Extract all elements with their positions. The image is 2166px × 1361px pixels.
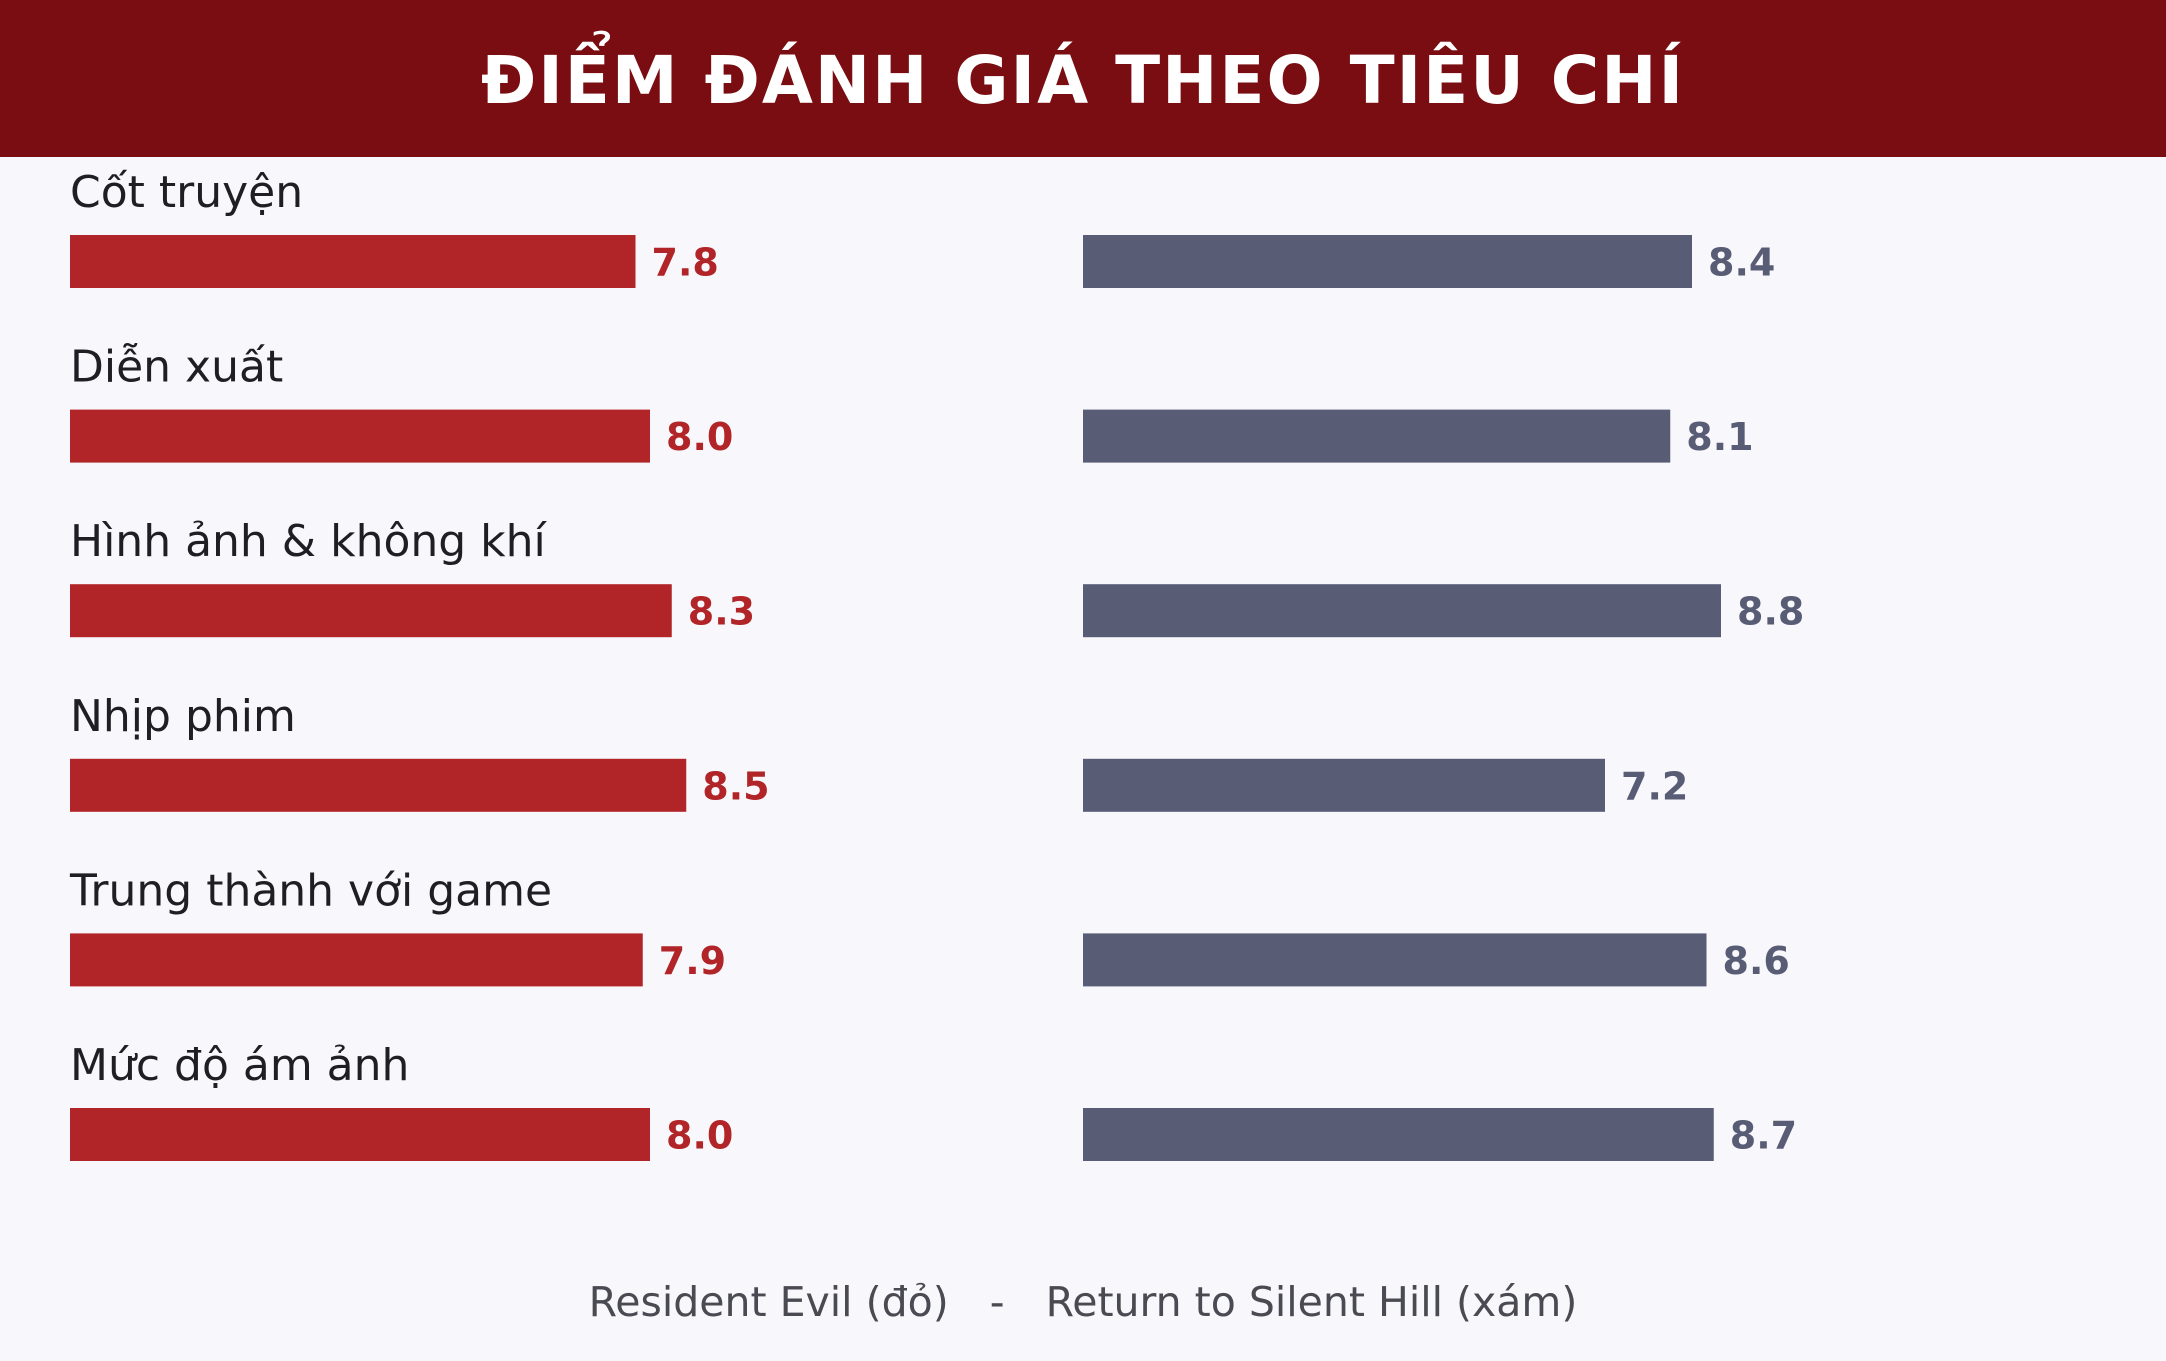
bar-series-a <box>70 758 687 812</box>
bar-series-b <box>1083 933 1707 987</box>
bar-series-b <box>1083 1108 1714 1161</box>
value-label-series-a: 7.9 <box>659 939 726 983</box>
chart-legend: Resident Evil (đỏ) - Return to Silent Hi… <box>0 1278 2166 1326</box>
category-label: Diễn xuất <box>70 342 283 393</box>
value-label-series-b: 8.7 <box>1730 1114 1797 1158</box>
legend-separator: - <box>989 1278 1005 1326</box>
bar-series-a <box>70 409 650 463</box>
value-label-series-a: 8.5 <box>702 764 769 808</box>
bar-series-b <box>1083 409 1671 463</box>
category-label: Hình ảnh & không khí <box>70 516 548 567</box>
value-label-series-b: 7.2 <box>1621 764 1688 808</box>
value-label-series-b: 8.8 <box>1737 590 1804 634</box>
chart-title: ĐIỂM ĐÁNH GIÁ THEO TIÊU CHÍ <box>480 42 1686 119</box>
value-label-series-b: 8.4 <box>1708 241 1775 285</box>
bar-series-b <box>1083 584 1721 638</box>
category-label: Mức độ ám ảnh <box>70 1040 409 1091</box>
value-label-series-b: 8.6 <box>1723 939 1790 983</box>
bar-series-b <box>1083 758 1605 812</box>
value-label-series-a: 8.3 <box>688 590 755 634</box>
category-label: Nhịp phim <box>70 691 296 742</box>
category-label: Trung thành với game <box>69 865 552 916</box>
bar-series-a <box>70 1108 650 1161</box>
chart-header: ĐIỂM ĐÁNH GIÁ THEO TIÊU CHÍ <box>0 0 2166 157</box>
legend-series-a: Resident Evil (đỏ) <box>588 1278 949 1326</box>
bar-series-b <box>1083 235 1692 288</box>
value-label-series-a: 8.0 <box>666 415 733 459</box>
bar-series-a <box>70 933 643 987</box>
value-label-series-a: 7.8 <box>652 241 719 285</box>
value-label-series-b: 8.1 <box>1686 415 1753 459</box>
bar-series-a <box>70 235 636 288</box>
bar-series-a <box>70 584 672 638</box>
category-label: Cốt truyện <box>70 167 303 218</box>
legend-series-b: Return to Silent Hill (xám) <box>1045 1278 1578 1326</box>
value-label-series-a: 8.0 <box>666 1114 733 1158</box>
